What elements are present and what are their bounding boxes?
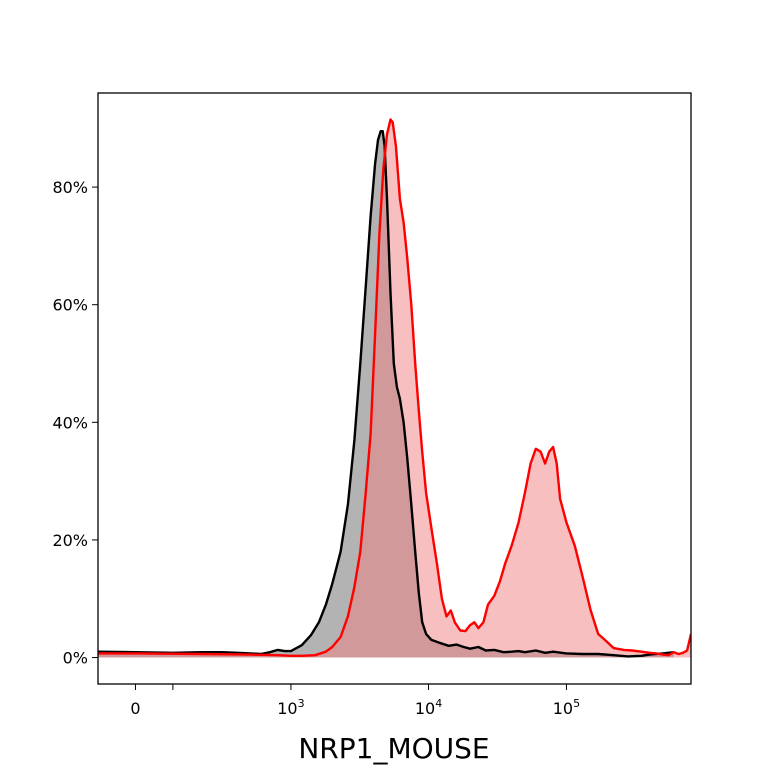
y-tick-label: 20% [52, 531, 88, 550]
y-tick-label: 80% [52, 178, 88, 197]
x-axis: 0 103 104 105 [130, 684, 580, 718]
y-tick-label: 60% [52, 296, 88, 315]
x-axis-label: NRP1_MOUSE [298, 732, 489, 765]
x-tick-label: 0 [130, 699, 140, 718]
y-tick-label: 0% [63, 649, 88, 668]
x-tick-label: 104 [415, 697, 442, 718]
plot-frame [97, 92, 692, 685]
x-tick-label: 103 [277, 697, 304, 718]
series-layer [98, 118, 691, 658]
x-tick-label: 105 [553, 697, 580, 718]
y-tick-label: 40% [52, 413, 88, 432]
y-axis: 0% 20% 40% 60% 80% [52, 178, 98, 668]
series-2-fill [98, 119, 691, 658]
series-1-line [98, 129, 674, 658]
series-2-line [98, 118, 691, 657]
